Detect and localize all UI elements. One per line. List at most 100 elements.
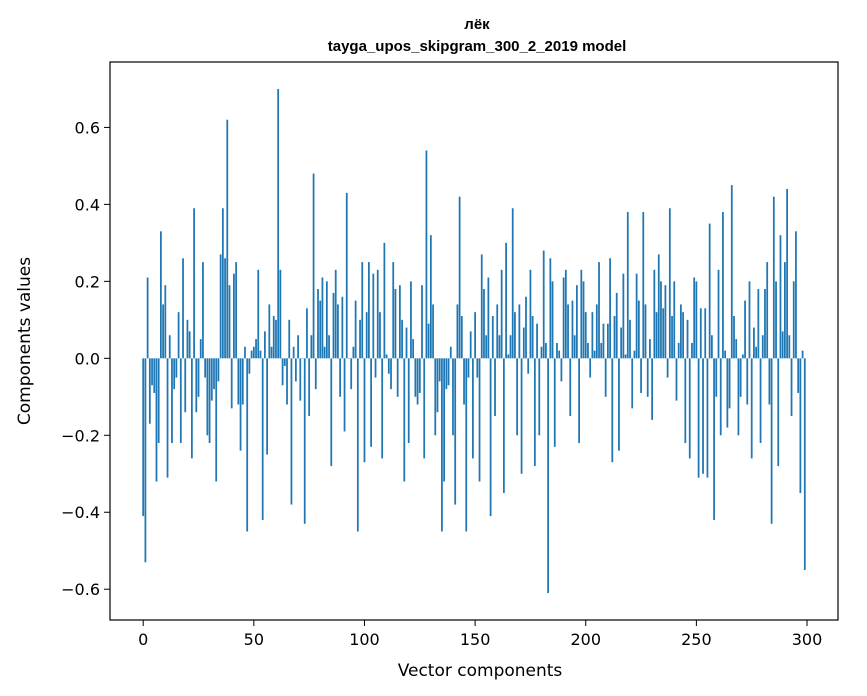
bar-79: [317, 289, 319, 359]
bar-21: [188, 331, 191, 359]
bar-11: [166, 358, 169, 478]
bar-102: [368, 262, 370, 359]
bar-12: [168, 335, 171, 359]
bar-293: [790, 358, 793, 417]
bar-19: [184, 358, 187, 413]
bar-116: [398, 285, 401, 359]
bar-286: [775, 281, 777, 359]
bar-159: [494, 358, 496, 417]
bar-196: [576, 285, 578, 359]
bar-162: [500, 269, 503, 359]
bar-61: [277, 88, 280, 359]
bar-258: [713, 358, 715, 520]
bar-73: [303, 358, 306, 524]
bar-197: [578, 358, 580, 443]
bar-215: [618, 358, 620, 451]
bar-161: [498, 335, 501, 359]
y-tick-label: 0.2: [75, 272, 100, 291]
x-tick-label: 0: [138, 630, 148, 649]
bar-211: [609, 258, 611, 359]
bar-279: [759, 358, 762, 443]
bar-243: [680, 304, 682, 359]
bar-101: [365, 312, 368, 359]
bar-206: [598, 262, 600, 359]
bar-183: [547, 358, 550, 594]
bar-6: [155, 358, 158, 482]
bar-57: [268, 304, 271, 359]
bar-25: [197, 358, 200, 397]
bar-80: [319, 300, 322, 359]
plot-frame: [109, 61, 839, 621]
bar-59: [272, 315, 275, 359]
bar-226: [642, 212, 645, 359]
bar-284: [770, 358, 773, 524]
bar-213: [613, 315, 616, 359]
bar-55: [264, 331, 266, 359]
bar-253: [702, 358, 704, 474]
x-tick-label: 300: [792, 630, 823, 649]
bar-82: [323, 346, 326, 359]
bar-14: [173, 358, 176, 390]
bar-4: [151, 358, 153, 386]
bar-228: [646, 358, 649, 397]
bar-194: [571, 300, 574, 359]
bar-28: [204, 358, 207, 378]
bar-50: [252, 346, 255, 359]
y-axis-ticks: −0.6 −0.4 −0.2 0.0 0.2 0.4 0.6: [61, 118, 110, 599]
bar-271: [741, 354, 744, 359]
x-tick-label: 150: [460, 630, 491, 649]
bar-273: [746, 358, 749, 405]
bar-166: [509, 335, 512, 359]
bar-204: [593, 350, 596, 359]
bar-248: [691, 342, 693, 359]
bar-43: [237, 358, 240, 405]
bar-124: [416, 358, 419, 405]
bar-180: [540, 346, 543, 359]
bar-220: [629, 319, 631, 359]
bar-85: [330, 358, 333, 467]
bar-84: [328, 335, 330, 359]
bar-8: [160, 231, 162, 359]
bar-165: [507, 354, 510, 359]
bar-90: [341, 296, 344, 359]
bar-67: [290, 358, 293, 505]
bar-184: [549, 258, 552, 359]
bar-168: [514, 312, 516, 359]
bar-49: [250, 350, 253, 359]
bar-69: [294, 358, 297, 382]
bar-96: [354, 300, 357, 359]
bar-237: [666, 358, 669, 378]
bar-265: [728, 358, 731, 409]
bar-266: [730, 185, 733, 359]
bar-1: [144, 358, 147, 563]
bar-7: [157, 358, 160, 443]
bar-250: [695, 281, 698, 359]
bar-29: [206, 358, 209, 436]
bar-160: [496, 304, 499, 359]
bar-267: [733, 315, 735, 359]
bar-200: [584, 312, 587, 359]
bar-88: [337, 304, 339, 359]
bar-143: [458, 196, 461, 359]
bar-13: [171, 358, 173, 443]
bar-51: [255, 339, 257, 359]
bar-71: [299, 358, 302, 401]
bar-221: [631, 358, 634, 409]
bar-17: [179, 358, 182, 443]
bar-219: [626, 212, 629, 359]
bar-97: [356, 358, 359, 532]
bar-167: [511, 208, 514, 359]
bar-118: [403, 358, 406, 482]
bar-10: [164, 285, 167, 359]
y-tick-label: 0.6: [75, 118, 100, 137]
bar-222: [633, 350, 636, 359]
bar-299: [803, 358, 806, 570]
bar-163: [502, 358, 505, 494]
bar-232: [655, 312, 658, 359]
bar-208: [602, 323, 605, 359]
bar-44: [239, 358, 242, 451]
bar-46: [244, 346, 246, 359]
bar-252: [699, 308, 702, 359]
bar-182: [545, 342, 547, 359]
bar-257: [710, 335, 713, 359]
